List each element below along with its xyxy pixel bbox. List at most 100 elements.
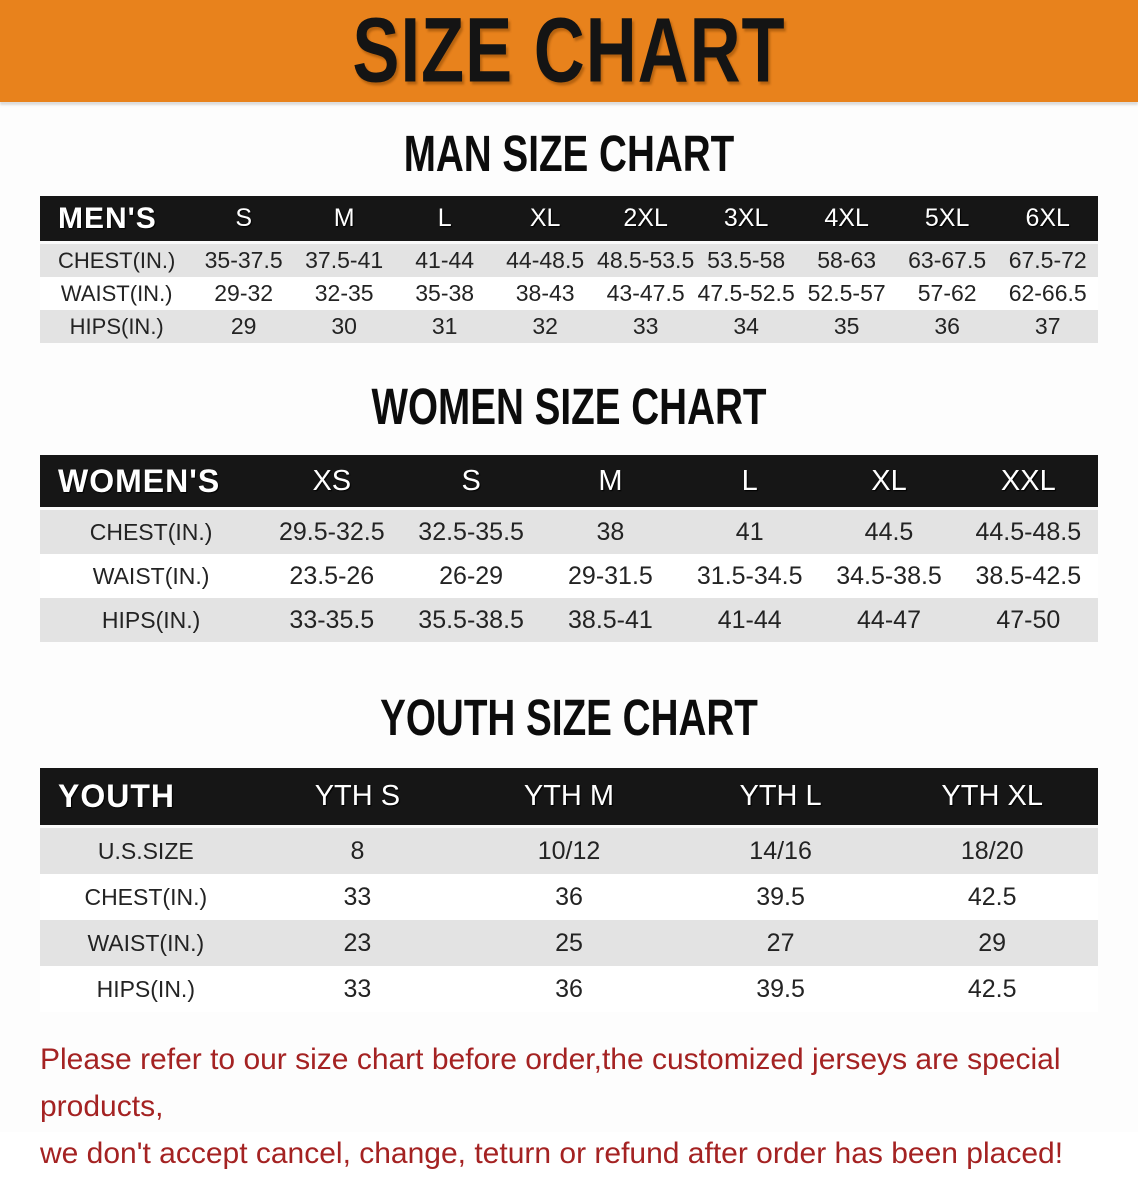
man-size-section: MAN SIZE CHART MEN'S S M L XL 2XL 3XL 4XL 5XL 6XL C… — [0, 125, 1138, 343]
size-value-cell: 38.5-41 — [540, 598, 681, 642]
man-col-header-2: M — [293, 196, 395, 244]
size-value-cell: 62-66.5 — [997, 277, 1098, 310]
table-row: WAIST(IN.) 23 25 27 29 — [40, 920, 1098, 966]
youth-col-header-3: YTH L — [674, 768, 887, 828]
man-section-heading: MAN SIZE CHART — [403, 124, 735, 183]
man-col-header-9: 6XL — [997, 196, 1098, 244]
table-row: HIPS(IN.) 33 36 39.5 42.5 — [40, 966, 1098, 1012]
size-value-cell: 33-35.5 — [262, 598, 402, 642]
row-label: CHEST(IN.) — [40, 510, 263, 554]
man-col-header-8: 5XL — [896, 196, 998, 244]
size-value-cell: 36 — [896, 310, 998, 343]
size-value-cell: 44-48.5 — [494, 244, 596, 277]
size-value-cell: 29-31.5 — [540, 554, 681, 598]
man-header-row: MEN'S S M L XL 2XL 3XL 4XL 5XL 6XL — [40, 196, 1098, 244]
row-label: WAIST(IN.) — [40, 277, 194, 310]
youth-col-header-2: YTH M — [463, 768, 675, 828]
table-row: HIPS(IN.) 29 30 31 32 33 34 35 36 37 — [40, 310, 1098, 343]
row-label: WAIST(IN.) — [40, 554, 263, 598]
size-value-cell: 52.5-57 — [796, 277, 897, 310]
size-value-cell: 35-38 — [394, 277, 495, 310]
size-value-cell: 38 — [540, 510, 681, 554]
man-col-header-3: L — [394, 196, 495, 244]
size-value-cell: 23.5-26 — [262, 554, 402, 598]
size-value-cell: 42.5 — [886, 874, 1098, 920]
size-value-cell: 44.5 — [819, 510, 959, 554]
youth-size-section: YOUTH SIZE CHART YOUTH YTH S YTH M YTH L YTH … — [0, 689, 1138, 1012]
table-row: U.S.SIZE 8 10/12 14/16 18/20 — [40, 828, 1098, 874]
women-header-row: WOMEN'S XS S M L XL XXL — [40, 455, 1098, 510]
women-col-header-1: XS — [262, 455, 402, 510]
size-value-cell: 27 — [674, 920, 887, 966]
women-col-header-3: M — [540, 455, 681, 510]
row-label: U.S.SIZE — [40, 828, 252, 874]
man-col-header-7: 4XL — [796, 196, 897, 244]
row-label: HIPS(IN.) — [40, 598, 263, 642]
row-label: WAIST(IN.) — [40, 920, 252, 966]
size-value-cell: 41 — [680, 510, 820, 554]
size-value-cell: 53.5-58 — [695, 244, 797, 277]
size-value-cell: 48.5-53.5 — [595, 244, 696, 277]
size-value-cell: 25 — [463, 920, 675, 966]
women-col-header-2: S — [401, 455, 541, 510]
man-col-header-1: S — [193, 196, 294, 244]
size-value-cell: 34 — [695, 310, 797, 343]
size-value-cell: 37.5-41 — [293, 244, 395, 277]
man-col-header-4: XL — [494, 196, 596, 244]
size-value-cell: 35.5-38.5 — [401, 598, 541, 642]
size-chart-sections: MAN SIZE CHART MEN'S S M L XL 2XL 3XL 4XL 5XL 6XL C… — [0, 125, 1138, 1012]
man-col-header-6: 3XL — [695, 196, 797, 244]
notice-line-2: we don't accept cancel, change, teturn o… — [40, 1137, 1064, 1170]
size-value-cell: 47.5-52.5 — [695, 277, 797, 310]
size-value-cell: 18/20 — [886, 828, 1098, 874]
size-value-cell: 36 — [463, 874, 675, 920]
size-value-cell: 30 — [293, 310, 395, 343]
row-label: HIPS(IN.) — [40, 966, 252, 1012]
size-value-cell: 29 — [193, 310, 294, 343]
size-value-cell: 38-43 — [494, 277, 596, 310]
size-value-cell: 33 — [595, 310, 696, 343]
table-row: WAIST(IN.) 23.5-26 26-29 29-31.5 31.5-34.5 34… — [40, 554, 1098, 598]
size-value-cell: 44-47 — [819, 598, 959, 642]
size-value-cell: 39.5 — [674, 874, 887, 920]
women-size-table: WOMEN'S XS S M L XL XXL CHEST(IN.) 29.5-32.5 32.5… — [40, 455, 1098, 642]
row-label: HIPS(IN.) — [40, 310, 194, 343]
order-notice: Please refer to our size chart before or… — [40, 1036, 1098, 1177]
page-title: SIZE CHART — [352, 0, 786, 103]
size-value-cell: 31.5-34.5 — [680, 554, 820, 598]
table-row: CHEST(IN.) 29.5-32.5 32.5-35.5 38 41 44.5 44.5… — [40, 510, 1098, 554]
size-value-cell: 10/12 — [463, 828, 675, 874]
row-label: CHEST(IN.) — [40, 874, 252, 920]
size-value-cell: 33 — [251, 874, 464, 920]
man-size-table: MEN'S S M L XL 2XL 3XL 4XL 5XL 6XL CHEST(IN.) 35-37… — [40, 196, 1098, 343]
size-value-cell: 41-44 — [680, 598, 820, 642]
size-value-cell: 33 — [251, 966, 464, 1012]
women-table-label: WOMEN'S — [40, 455, 263, 510]
size-value-cell: 38.5-42.5 — [958, 554, 1098, 598]
size-value-cell: 37 — [997, 310, 1098, 343]
table-row: CHEST(IN.) 33 36 39.5 42.5 — [40, 874, 1098, 920]
size-value-cell: 34.5-38.5 — [819, 554, 959, 598]
size-value-cell: 43-47.5 — [595, 277, 696, 310]
youth-section-heading: YOUTH SIZE CHART — [380, 688, 758, 747]
man-table-label: MEN'S — [40, 196, 194, 244]
size-value-cell: 31 — [394, 310, 495, 343]
table-row: HIPS(IN.) 33-35.5 35.5-38.5 38.5-41 41-44 44-… — [40, 598, 1098, 642]
table-row: CHEST(IN.) 35-37.5 37.5-41 41-44 44-48.5 48.5… — [40, 244, 1098, 277]
size-value-cell: 42.5 — [886, 966, 1098, 1012]
size-value-cell: 41-44 — [394, 244, 495, 277]
women-col-header-6: XXL — [958, 455, 1098, 510]
youth-col-header-4: YTH XL — [886, 768, 1098, 828]
size-value-cell: 29-32 — [193, 277, 294, 310]
table-row: WAIST(IN.) 29-32 32-35 35-38 38-43 43-47.5 47.… — [40, 277, 1098, 310]
size-value-cell: 35 — [796, 310, 897, 343]
banner: SIZE CHART — [0, 0, 1138, 102]
notice-line-1: Please refer to our size chart before or… — [40, 1043, 1061, 1123]
size-value-cell: 39.5 — [674, 966, 887, 1012]
size-value-cell: 8 — [251, 828, 464, 874]
youth-col-header-1: YTH S — [251, 768, 464, 828]
size-value-cell: 29.5-32.5 — [262, 510, 402, 554]
youth-header-row: YOUTH YTH S YTH M YTH L YTH XL — [40, 768, 1098, 828]
size-value-cell: 57-62 — [896, 277, 998, 310]
size-value-cell: 58-63 — [796, 244, 897, 277]
